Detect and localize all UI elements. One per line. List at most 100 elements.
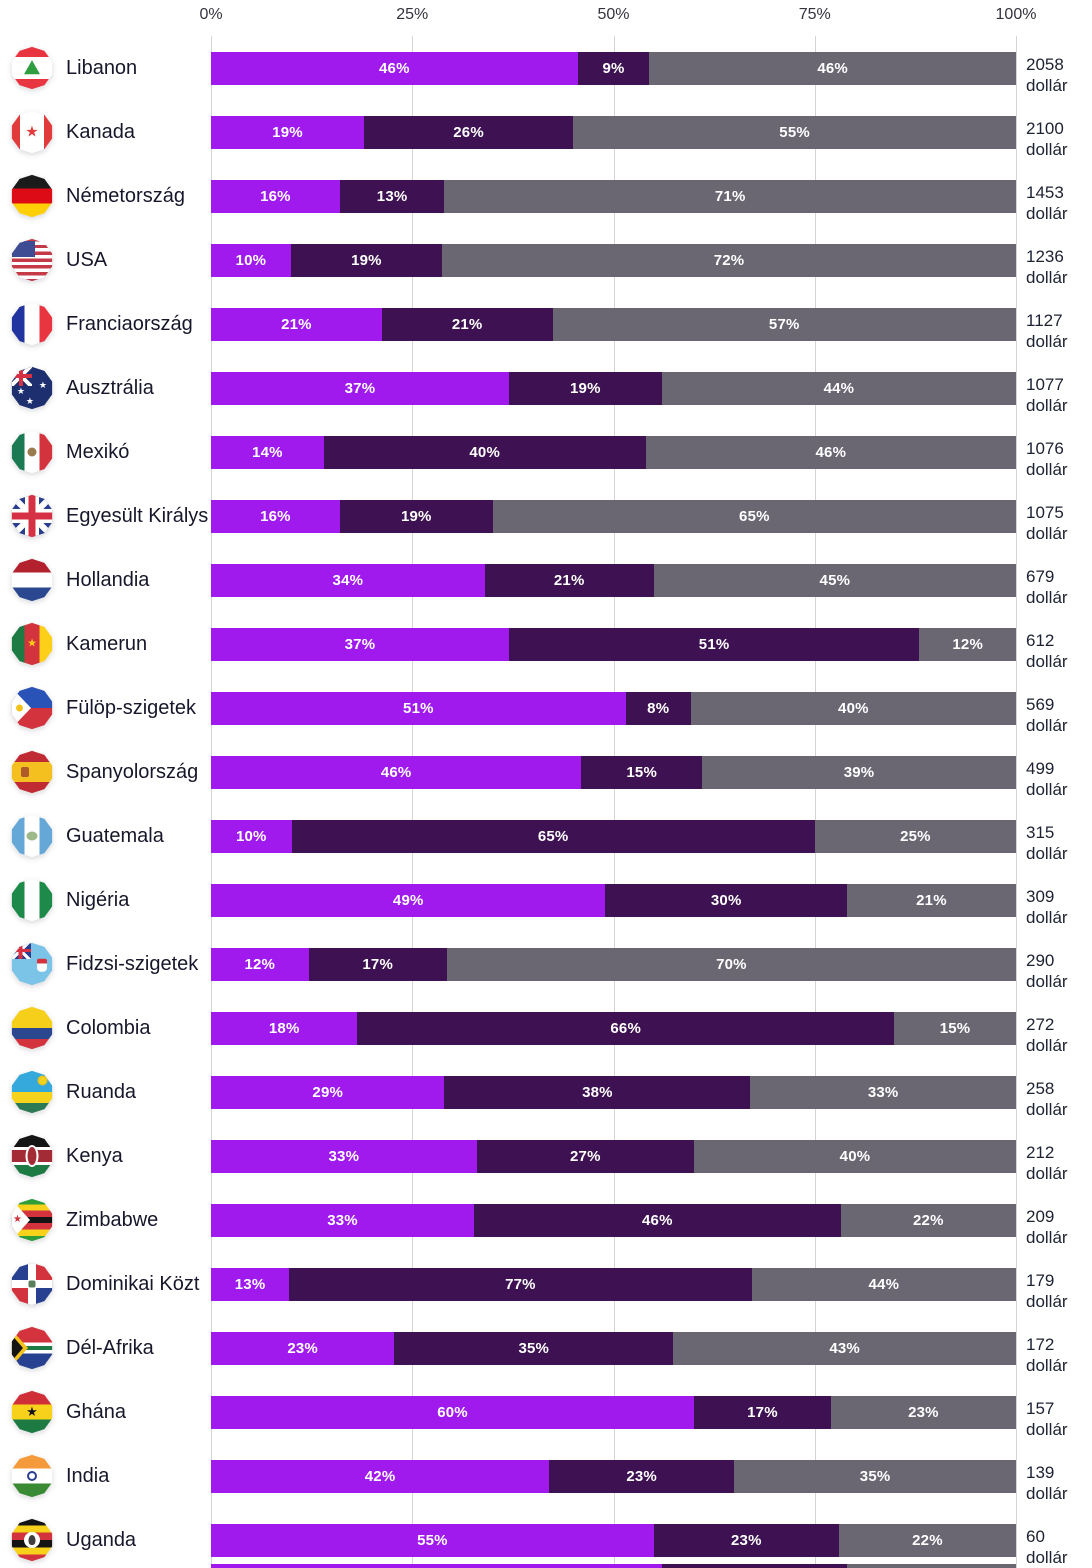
stacked-bar[interactable]: 37% 19% 44% — [211, 372, 1016, 405]
bar-segment-1[interactable]: 19% — [211, 116, 364, 149]
stacked-bar[interactable]: 16% 13% 71% — [211, 180, 1016, 213]
flag-nigeria-icon — [10, 878, 54, 922]
bar-segment-2[interactable]: 19% — [339, 500, 493, 533]
stacked-bar[interactable]: 55% 23% 22% — [211, 1524, 1016, 1557]
stacked-bar[interactable]: 33% 46% 22% — [211, 1204, 1016, 1237]
amount-unit: dollár — [1026, 524, 1068, 543]
bar-segment-3[interactable]: 65% — [492, 500, 1016, 533]
bar-segment-2[interactable]: 65% — [291, 820, 815, 853]
bar-segment-2[interactable]: 17% — [308, 948, 447, 981]
bar-segment-3[interactable]: 45% — [653, 564, 1016, 597]
bar-segment-1[interactable]: 16% — [211, 180, 340, 213]
bar-segment-1[interactable]: 33% — [211, 1204, 475, 1237]
stacked-bar[interactable]: 37% 51% 12% — [211, 628, 1016, 661]
stacked-bar[interactable]: 10% 19% 72% — [211, 244, 1016, 277]
stacked-bar[interactable]: 46% 9% 46% — [211, 52, 1016, 85]
bar-segment-2[interactable]: 30% — [605, 884, 847, 917]
bar-segment-1[interactable]: 12% — [211, 948, 309, 981]
bar-segment-2[interactable]: 21% — [484, 564, 654, 597]
bar-segment-1[interactable]: 46% — [211, 52, 578, 85]
stacked-bar[interactable]: 23% 35% 43% — [211, 1332, 1016, 1365]
bar-segment-3[interactable]: 46% — [645, 436, 1016, 469]
bar-segment-1[interactable]: 23% — [211, 1332, 395, 1365]
segment-percent-label: 13% — [234, 1276, 266, 1293]
bar-segment-1[interactable]: 34% — [211, 564, 485, 597]
bar-segment-1[interactable]: 33% — [211, 1140, 477, 1173]
bar-segment-2[interactable]: 77% — [289, 1268, 752, 1301]
bar-segment-3[interactable]: 44% — [661, 372, 1016, 405]
bar-segment-2[interactable]: 66% — [357, 1012, 895, 1045]
bar-segment-2[interactable]: 15% — [581, 756, 703, 789]
bar-segment-1[interactable]: 21% — [211, 308, 382, 341]
bar-segment-1[interactable]: 29% — [211, 1076, 445, 1109]
bar-segment-2[interactable]: 19% — [508, 372, 662, 405]
flag-india-icon — [10, 1454, 54, 1498]
bar-segment-2[interactable]: 9% — [577, 52, 650, 85]
bar-segment-2[interactable]: 17% — [694, 1396, 831, 1429]
bar-segment-3[interactable]: 12% — [919, 628, 1016, 661]
bar-segment-3[interactable]: 55% — [573, 116, 1016, 149]
bar-segment-3[interactable]: 22% — [840, 1204, 1016, 1237]
stacked-bar[interactable]: 21% 21% 57% — [211, 308, 1016, 341]
stacked-bar[interactable]: 14% 40% 46% — [211, 436, 1016, 469]
bar-segment-2[interactable]: 23% — [653, 1524, 839, 1557]
stacked-bar[interactable]: 16% 19% 65% — [211, 500, 1016, 533]
stacked-bar[interactable]: 34% 21% 45% — [211, 564, 1016, 597]
bar-segment-3[interactable]: 39% — [702, 756, 1016, 789]
bar-segment-2[interactable]: 21% — [381, 308, 553, 341]
bar-segment-3[interactable]: 40% — [690, 692, 1016, 725]
bar-segment-3[interactable]: 21% — [846, 884, 1016, 917]
bar-segment-3[interactable]: 70% — [446, 948, 1016, 981]
stacked-bar[interactable]: 46% 15% 39% — [211, 756, 1016, 789]
bar-segment-1[interactable]: 42% — [211, 1460, 550, 1493]
bar-segment-1[interactable]: 14% — [211, 436, 324, 469]
bar-segment-2[interactable]: 26% — [363, 116, 574, 149]
stacked-bar[interactable]: 19% 26% 55% — [211, 116, 1016, 149]
bar-segment-2[interactable]: 8% — [625, 692, 691, 725]
stacked-bar[interactable]: 10% 65% 25% — [211, 820, 1016, 853]
bar-segment-3[interactable]: 46% — [649, 52, 1016, 85]
bar-segment-1[interactable]: 37% — [211, 628, 509, 661]
bar-segment-1[interactable]: 13% — [211, 1268, 290, 1301]
stacked-bar[interactable]: 42% 23% 35% — [211, 1460, 1016, 1493]
stacked-bar[interactable]: 13% 77% 44% — [211, 1268, 1016, 1301]
bar-segment-1[interactable]: 16% — [211, 500, 340, 533]
stacked-bar[interactable]: 18% 66% 15% — [211, 1012, 1016, 1045]
bar-segment-1[interactable]: 46% — [211, 756, 582, 789]
bar-segment-1[interactable]: 55% — [211, 1524, 654, 1557]
stacked-bar[interactable]: 29% 38% 33% — [211, 1076, 1016, 1109]
bar-segment-2[interactable]: 13% — [339, 180, 445, 213]
bar-segment-1[interactable]: 51% — [211, 692, 626, 725]
bar-segment-2[interactable]: 38% — [444, 1076, 751, 1109]
bar-segment-3[interactable]: 72% — [442, 244, 1016, 277]
stacked-bar[interactable]: 60% 17% 23% — [211, 1396, 1016, 1429]
bar-segment-2[interactable]: 51% — [508, 628, 920, 661]
bar-segment-2[interactable]: 19% — [290, 244, 443, 277]
bar-segment-3[interactable]: 25% — [814, 820, 1016, 853]
bar-segment-3[interactable]: 35% — [734, 1460, 1016, 1493]
bar-segment-1[interactable]: 49% — [211, 884, 606, 917]
bar-segment-3[interactable]: 23% — [830, 1396, 1016, 1429]
bar-segment-3[interactable]: 43% — [673, 1332, 1016, 1365]
bar-segment-2[interactable]: 46% — [474, 1204, 841, 1237]
bar-segment-3[interactable]: 40% — [693, 1140, 1016, 1173]
bar-segment-3[interactable]: 44% — [751, 1268, 1016, 1301]
bar-segment-3[interactable]: 15% — [894, 1012, 1016, 1045]
bar-segment-2[interactable]: 23% — [549, 1460, 735, 1493]
bar-segment-3[interactable]: 22% — [838, 1524, 1016, 1557]
bar-segment-2[interactable]: 27% — [476, 1140, 694, 1173]
stacked-bar[interactable]: 12% 17% 70% — [211, 948, 1016, 981]
bar-segment-1[interactable]: 37% — [211, 372, 509, 405]
bar-segment-3[interactable]: 71% — [444, 180, 1016, 213]
bar-segment-2[interactable]: 40% — [323, 436, 646, 469]
bar-segment-3[interactable]: 33% — [750, 1076, 1016, 1109]
bar-segment-1[interactable]: 10% — [211, 244, 291, 277]
bar-segment-1[interactable]: 10% — [211, 820, 292, 853]
stacked-bar[interactable]: 33% 27% 40% — [211, 1140, 1016, 1173]
stacked-bar[interactable]: 51% 8% 40% — [211, 692, 1016, 725]
bar-segment-2[interactable]: 35% — [394, 1332, 674, 1365]
bar-segment-1[interactable]: 60% — [211, 1396, 694, 1429]
stacked-bar[interactable]: 49% 30% 21% — [211, 884, 1016, 917]
bar-segment-3[interactable]: 57% — [552, 308, 1016, 341]
bar-segment-1[interactable]: 18% — [211, 1012, 358, 1045]
